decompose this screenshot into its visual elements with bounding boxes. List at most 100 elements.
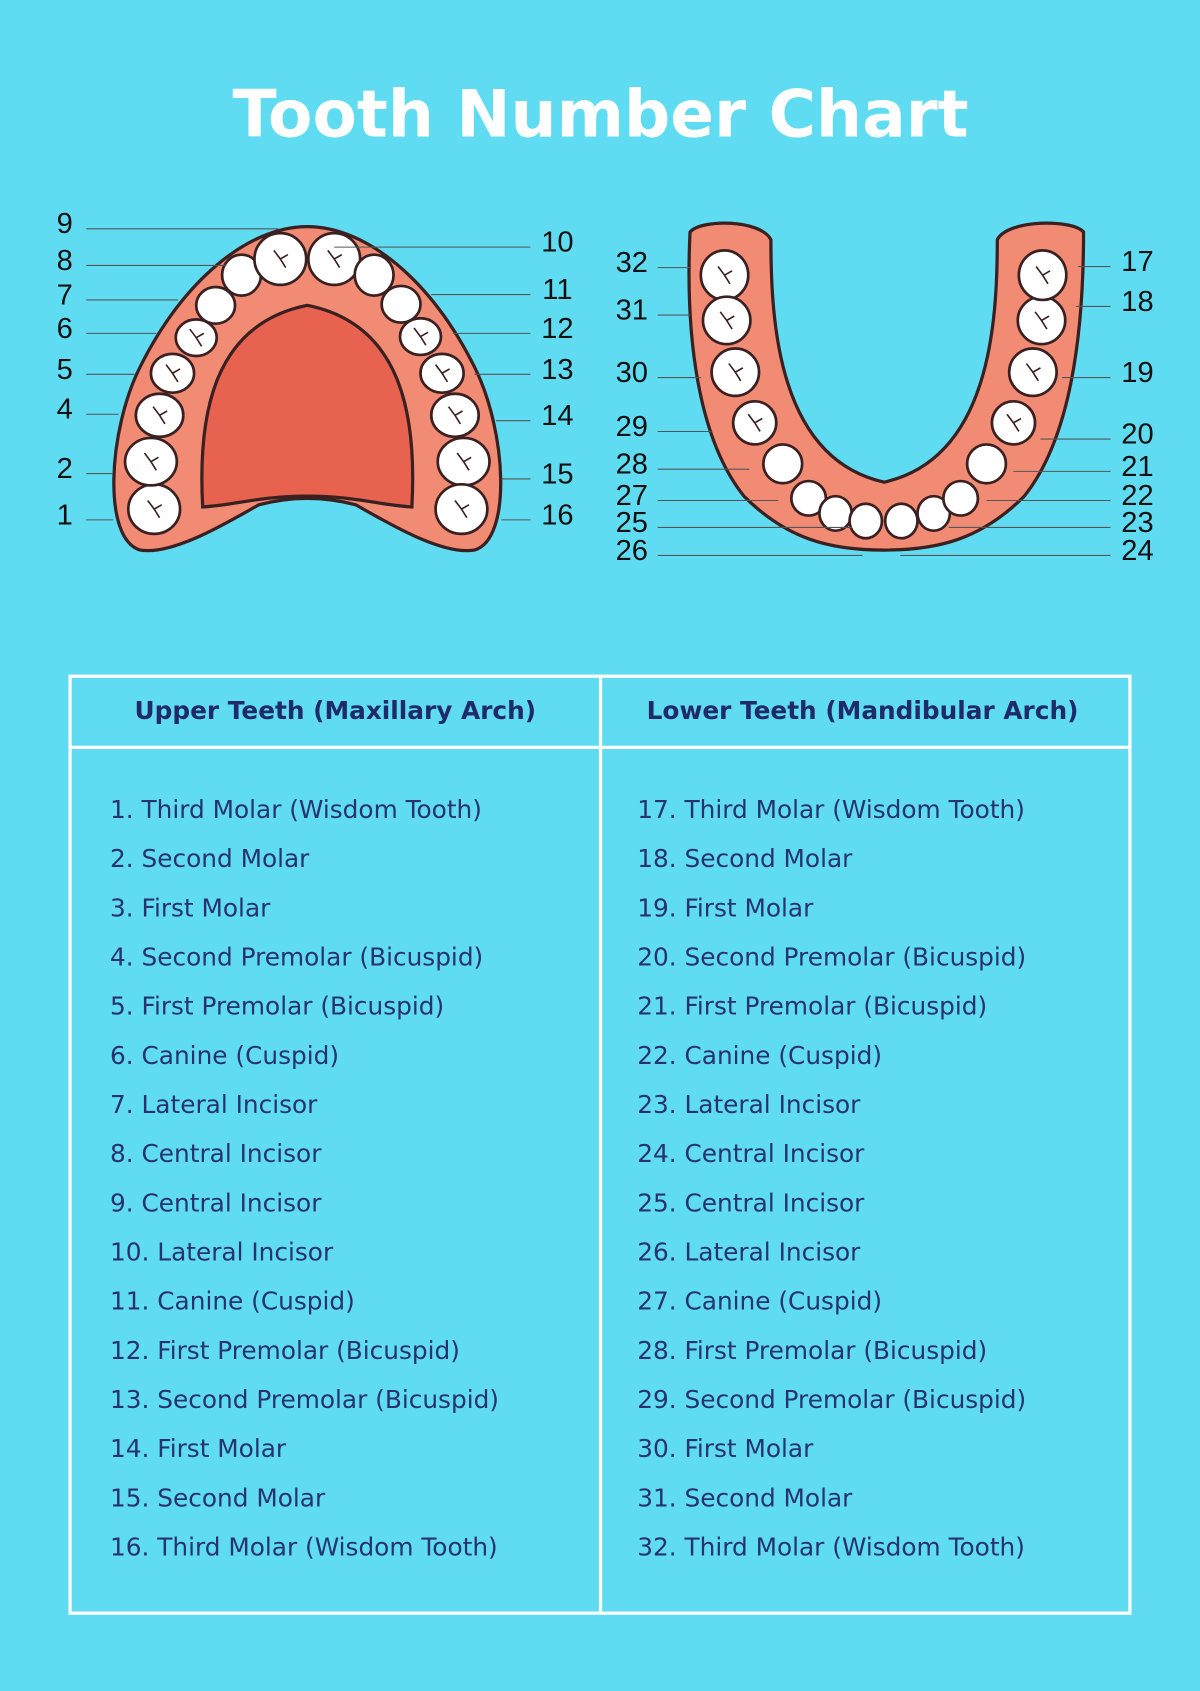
tooth-groove — [1006, 413, 1022, 432]
tooth-groove — [189, 328, 205, 347]
column-header: Lower Teeth (Mandibular Arch) — [647, 696, 1079, 725]
tooth-groove — [152, 406, 168, 425]
tooth-number: 12 — [541, 313, 573, 345]
tooth-number: 18 — [1121, 286, 1153, 318]
tooth-number: 7 — [57, 279, 73, 311]
tooth-groove — [447, 406, 463, 425]
table-cell: 18. Second Molar — [637, 844, 853, 873]
tooth-number: 32 — [616, 247, 648, 279]
title: Tooth Number Chart — [232, 77, 968, 152]
tooth-groove — [456, 452, 472, 471]
tooth-groove — [273, 249, 289, 269]
upper-arch: 9 876 5 4 2 1 10 11 12 13 14 15 16 — [57, 208, 574, 553]
tooth-number: 1 — [57, 499, 73, 531]
table-cell: 28. First Premolar (Bicuspid) — [637, 1336, 987, 1365]
table-cell: 25. Central Incisor — [637, 1188, 865, 1217]
table-cell: 16. Third Molar (Wisdom Tooth) — [110, 1532, 498, 1561]
table-cell: 23. Lateral Incisor — [637, 1090, 861, 1119]
tooth-groove — [413, 327, 429, 346]
tooth-groove — [143, 452, 159, 471]
table-cell: 26. Lateral Incisor — [637, 1237, 861, 1266]
tooth-number: 2 — [57, 453, 73, 485]
tooth-number: 26 — [616, 535, 648, 567]
tooth — [353, 253, 395, 297]
table-cell: 15. Second Molar — [110, 1483, 326, 1512]
tooth — [194, 285, 237, 326]
tooth-number: 15 — [541, 458, 573, 490]
table-cell: 2. Second Molar — [110, 844, 310, 873]
table-cell: 6. Canine (Cuspid) — [110, 1041, 339, 1070]
tooth-number: 6 — [57, 313, 73, 345]
tooth-groove — [165, 364, 181, 383]
tooth-groove — [434, 364, 450, 383]
column-header: Upper Teeth (Maxillary Arch) — [135, 696, 537, 725]
tooth — [848, 502, 884, 540]
table: Upper Teeth (Maxillary Arch) Lower Teeth … — [68, 674, 1132, 1615]
tooth-number: 28 — [616, 449, 648, 481]
table-cell: 19. First Molar — [637, 893, 814, 922]
table-cell: 5. First Premolar (Bicuspid) — [110, 992, 444, 1021]
tooth-number: 5 — [57, 354, 73, 386]
tooth-number: 24 — [1121, 535, 1153, 567]
tooth — [761, 443, 804, 485]
table-cell: 30. First Molar — [637, 1434, 814, 1463]
table-cell: 27. Canine (Cuspid) — [637, 1287, 882, 1316]
table-cell: 3. First Molar — [110, 893, 271, 922]
tooth-number: 8 — [57, 245, 73, 277]
tooth — [965, 443, 1008, 485]
tooth — [883, 502, 919, 540]
tooth-groove — [747, 413, 763, 432]
tooth-number: 27 — [616, 480, 648, 512]
tooth-groove — [719, 311, 735, 330]
tooth-number: 13 — [541, 354, 573, 386]
tooth-groove — [327, 249, 343, 269]
tooth-number: 25 — [616, 507, 648, 539]
tooth-number: 4 — [57, 394, 73, 426]
tooth-number: 17 — [1121, 246, 1153, 278]
table-cell: 17. Third Molar (Wisdom Tooth) — [637, 795, 1025, 824]
table-cell: 4. Second Premolar (Bicuspid) — [110, 942, 483, 971]
table-cell: 8. Central Incisor — [110, 1139, 322, 1168]
palate — [200, 303, 415, 509]
tooth-groove — [717, 266, 733, 285]
table-cell: 20. Second Premolar (Bicuspid) — [637, 942, 1026, 971]
table-cell: 22. Canine (Cuspid) — [637, 1041, 882, 1070]
tooth-number: 9 — [57, 208, 73, 240]
table-cell: 31. Second Molar — [637, 1483, 853, 1512]
table-cell: 11. Canine (Cuspid) — [110, 1287, 355, 1316]
tooth-groove — [1025, 363, 1041, 382]
tooth-groove — [1034, 311, 1050, 330]
table-cell: 12. First Premolar (Bicuspid) — [110, 1336, 460, 1365]
tooth-number: 11 — [542, 274, 572, 306]
tooth-number: 10 — [541, 227, 573, 259]
tooth-number: 29 — [616, 411, 648, 443]
tooth-number: 30 — [616, 357, 648, 389]
table-cell: 7. Lateral Incisor — [110, 1090, 318, 1119]
tooth — [942, 479, 980, 517]
tooth-number: 22 — [1121, 480, 1153, 512]
table-cell: 24. Central Incisor — [637, 1139, 865, 1168]
tooth-groove — [454, 500, 470, 519]
table-cell: 10. Lateral Incisor — [110, 1237, 334, 1266]
tooth — [380, 284, 422, 324]
tooth — [818, 494, 854, 533]
table-cell: 9. Central Incisor — [110, 1188, 322, 1217]
tooth-number: 20 — [1121, 418, 1153, 450]
table-cell: 14. First Molar — [110, 1434, 287, 1463]
table-cell: 13. Second Premolar (Bicuspid) — [110, 1385, 499, 1414]
tooth-groove — [1035, 266, 1051, 285]
tooth-number: 16 — [541, 499, 573, 531]
tooth-number: 23 — [1121, 507, 1153, 539]
table-cell: 32. Third Molar (Wisdom Tooth) — [637, 1532, 1025, 1561]
tooth-number: 31 — [616, 294, 648, 326]
tooth-number: 19 — [1121, 357, 1153, 389]
tooth-number: 21 — [1121, 451, 1153, 483]
table-cell: 21. First Premolar (Bicuspid) — [637, 992, 987, 1021]
table-cell: 29. Second Premolar (Bicuspid) — [637, 1385, 1026, 1414]
tooth-groove — [147, 500, 163, 519]
tooth-groove — [728, 363, 744, 382]
table-cell: 1. Third Molar (Wisdom Tooth) — [110, 795, 482, 824]
